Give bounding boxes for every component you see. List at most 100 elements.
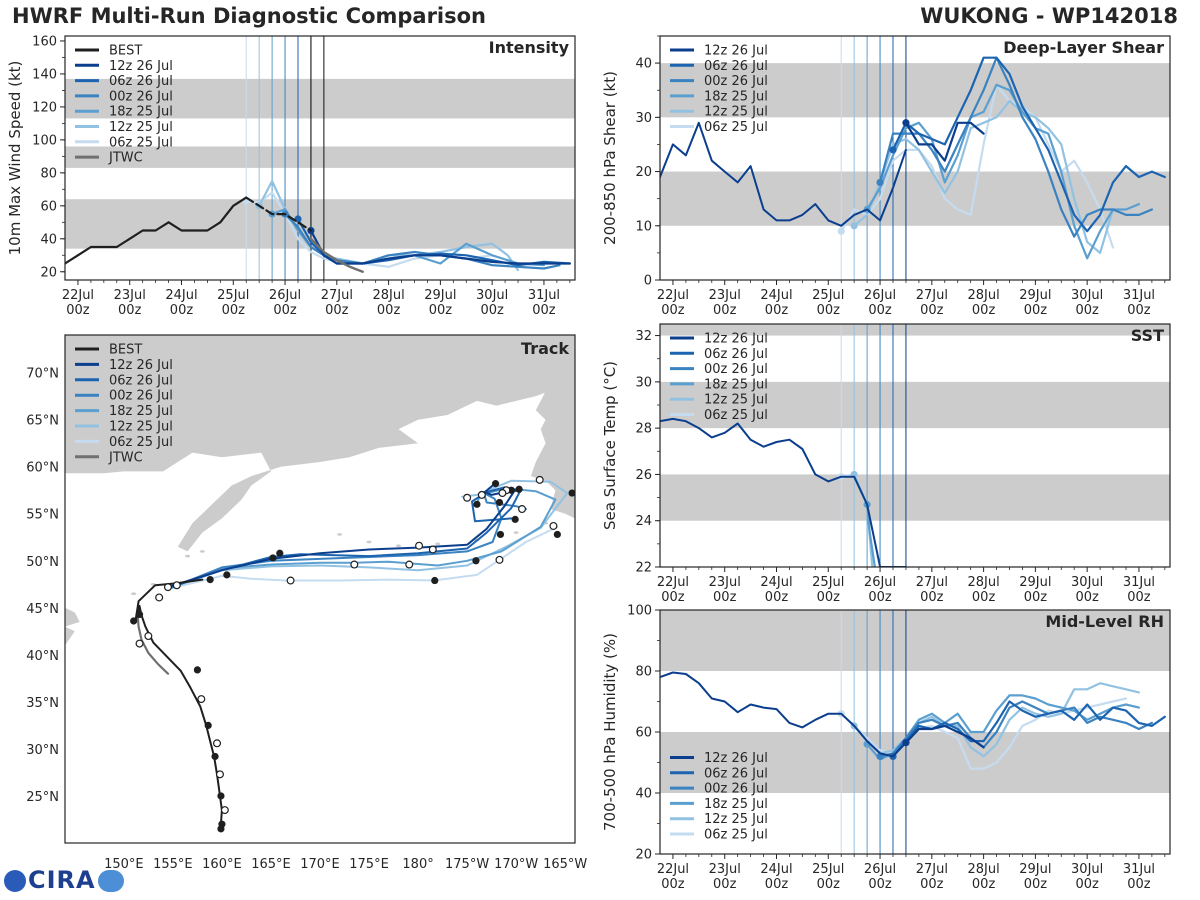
track-point-filled (204, 721, 212, 730)
x-tick-label: 22Jul (657, 862, 689, 877)
legend-label: 12z 25 Jul (704, 393, 768, 408)
series-init-marker (889, 146, 897, 154)
lat-tick-label: 65°N (26, 414, 59, 429)
track-point-open (197, 695, 206, 704)
x-tick-label: 28Jul (372, 288, 404, 303)
x-tick-label: 30Jul (1071, 862, 1103, 877)
y-tick-label: 26 (635, 468, 652, 483)
legend-label: 12z 25 Jul (109, 120, 173, 135)
x-tick-label: 25Jul (812, 575, 844, 590)
x-tick-label-hour: 00z (920, 303, 944, 318)
track-point-open (477, 490, 486, 499)
track-point-open (220, 806, 229, 815)
x-tick-label: 26Jul (864, 862, 896, 877)
jtwc-line (309, 237, 364, 273)
lat-tick-label: 40°N (26, 649, 59, 664)
legend-label: 06z 26 Jul (704, 347, 768, 362)
x-tick-label-hour: 00z (273, 303, 297, 318)
legend-label: JTWC (108, 151, 143, 166)
track-point-open (463, 493, 472, 502)
series-init-marker (850, 222, 858, 230)
x-tick-label: 24Jul (760, 575, 792, 590)
cira-logo-globe-icon (4, 870, 26, 892)
cira-logo-swirl-icon (97, 870, 124, 892)
x-tick-label-hour: 00z (868, 877, 892, 892)
shade-band (660, 610, 1170, 671)
x-tick-label-hour: 00z (661, 877, 685, 892)
x-tick-label: 24Jul (760, 862, 792, 877)
x-tick-label-hour: 00z (765, 877, 789, 892)
legend-label: 06z 25 Jul (704, 120, 768, 135)
legend-label: 06z 26 Jul (109, 74, 173, 89)
panel-track: 25°N 30°N 35°N 40°N 45°N 50°N 55°N 60°N 65°N 70°N… (26, 334, 587, 872)
legend-label: 18z 25 Jul (109, 404, 173, 419)
x-tick-label: 28Jul (967, 288, 999, 303)
series-line (878, 700, 1154, 758)
x-tick-label-hour: 00z (429, 303, 453, 318)
lat-tick-label: 35°N (26, 696, 59, 711)
lon-tick-label: 165°E (251, 857, 291, 872)
x-tick-label-hour: 00z (765, 590, 789, 605)
panel-frame (659, 323, 1171, 568)
legend-label: 00z 26 Jul (704, 782, 768, 797)
panel-frame (64, 35, 576, 281)
legend-label: 00z 26 Jul (109, 389, 173, 404)
best-line (660, 417, 907, 567)
series-line (878, 56, 1154, 238)
x-tick-label-hour: 00z (66, 303, 90, 318)
track-point-open (549, 521, 558, 530)
x-tick-label: 26Jul (864, 575, 896, 590)
x-tick-label: 31Jul (1123, 862, 1155, 877)
panel-title: Track (521, 339, 569, 358)
x-tick-label-hour: 00z (661, 303, 685, 318)
jtwc-track-line (136, 613, 170, 675)
track-line (167, 525, 559, 590)
panel-title: SST (1131, 326, 1164, 345)
island (199, 550, 205, 553)
x-tick-label: 27Jul (321, 288, 353, 303)
x-tick-label-hour: 00z (532, 303, 556, 318)
x-tick-label: 27Jul (916, 575, 948, 590)
x-tick-label-hour: 00z (1127, 590, 1151, 605)
island (395, 544, 401, 548)
legend-label: BEST (109, 44, 142, 59)
track-point-filled (217, 792, 225, 800)
legend-label: 12z 26 Jul (109, 358, 173, 373)
x-tick-label-hour: 00z (713, 877, 737, 892)
x-tick-label: 27Jul (916, 862, 948, 877)
legend-label: BEST (109, 343, 142, 358)
land-mass (530, 335, 575, 519)
track-point-filled (130, 617, 138, 625)
series-line (891, 700, 1166, 758)
x-tick-label: 22Jul (62, 288, 94, 303)
track-point-open (428, 545, 437, 554)
series-line (284, 213, 561, 270)
track-point-filled (223, 571, 231, 579)
track-point-filled (568, 489, 575, 497)
track-line (167, 484, 520, 589)
land-mass (65, 607, 80, 627)
lat-tick-label: 50°N (26, 555, 59, 570)
y-tick-label: 160 (32, 34, 57, 49)
lon-tick-label: 170°E (300, 857, 340, 872)
legend-label: 06z 25 Jul (109, 135, 173, 150)
best-line (65, 196, 248, 265)
x-tick-label: 28Jul (967, 862, 999, 877)
x-tick-label: 23Jul (709, 862, 741, 877)
best-line (660, 121, 907, 227)
y-tick-label: 10 (635, 219, 652, 234)
shade-band (660, 63, 1170, 118)
island (337, 533, 343, 536)
legend-label: 12z 25 Jul (109, 420, 173, 435)
y-tick-label: 30 (635, 375, 652, 390)
panel-sst: 22242628303222Jul00z23Jul00z24Jul00z25Ju… (601, 323, 1171, 605)
track-point-open (135, 639, 144, 648)
x-tick-label-hour: 00z (661, 590, 685, 605)
plot-area (660, 324, 1170, 567)
track-point-open (163, 583, 172, 592)
legend-label: 18z 25 Jul (109, 105, 173, 120)
lon-tick-label: 155°E (153, 857, 193, 872)
island (185, 554, 191, 558)
y-tick-label: 28 (635, 422, 652, 437)
island (435, 542, 441, 546)
